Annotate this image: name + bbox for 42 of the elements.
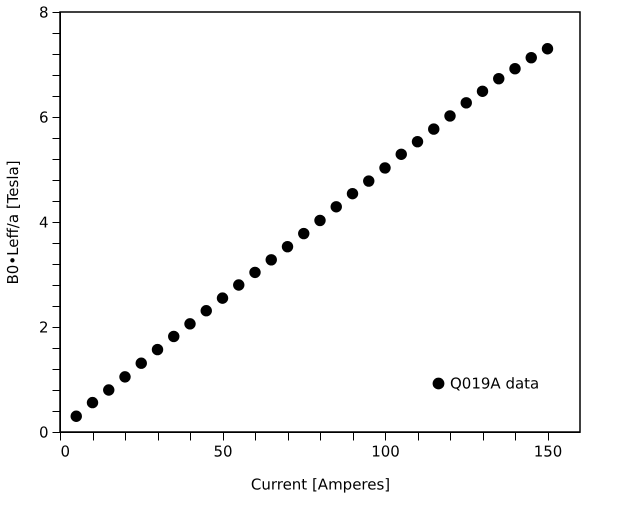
point <box>168 330 180 342</box>
point <box>136 358 147 369</box>
point <box>314 214 326 226</box>
point <box>282 240 294 252</box>
point <box>298 228 310 240</box>
point <box>266 254 277 266</box>
point <box>86 396 98 408</box>
point <box>476 86 488 97</box>
x-tick-label: 50 <box>213 442 233 460</box>
y-tick-label: 4 <box>38 214 48 232</box>
point <box>493 72 504 84</box>
y-tick-label: 0 <box>38 424 48 442</box>
point <box>363 175 374 187</box>
x-tick-label: 150 <box>534 442 562 460</box>
x-axis-title: Current [Amperes] <box>250 476 390 494</box>
point <box>152 344 164 356</box>
point <box>542 43 554 54</box>
point <box>396 148 407 160</box>
point <box>444 110 456 122</box>
point <box>233 279 244 291</box>
x-tick-label: 0 <box>60 442 70 460</box>
point <box>428 123 440 135</box>
point <box>200 305 212 316</box>
point <box>330 201 342 212</box>
y-tick-label: 8 <box>38 4 48 22</box>
legend-label: Q019A data <box>450 374 540 392</box>
y-tick-label: 6 <box>38 108 48 126</box>
point <box>509 63 521 74</box>
point <box>103 384 114 396</box>
y-axis-title: B0•Leff/a [Tesla] <box>4 160 22 285</box>
point <box>119 371 131 383</box>
point <box>216 292 228 304</box>
point <box>70 410 82 422</box>
point <box>379 162 391 174</box>
point <box>346 188 358 200</box>
point <box>460 97 472 109</box>
point <box>249 266 261 278</box>
point <box>412 136 424 148</box>
x-tick-label: 100 <box>371 442 400 460</box>
y-tick-label: 2 <box>38 318 48 336</box>
point <box>184 318 196 330</box>
point <box>526 52 537 64</box>
